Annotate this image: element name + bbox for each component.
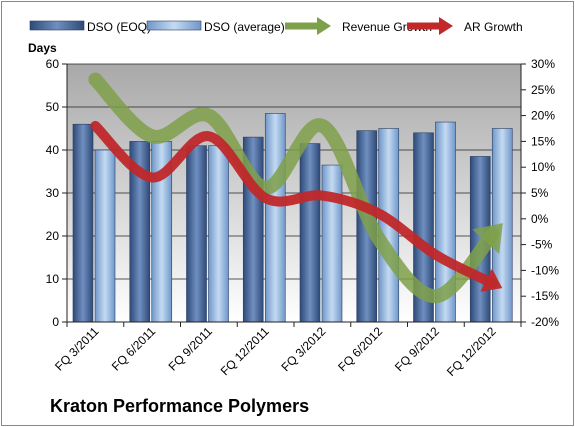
bar bbox=[321, 164, 343, 323]
y-right-tick-label: 20% bbox=[531, 109, 555, 123]
y-right-tick-label: -20% bbox=[531, 315, 559, 329]
y-left-tick-label: 50 bbox=[46, 100, 60, 114]
y-right-tick-label: -10% bbox=[531, 263, 559, 277]
y-right-tick-label: 5% bbox=[531, 186, 549, 200]
y-left-tick-label: 10 bbox=[46, 272, 60, 286]
x-tick-label: FQ 12/2012 bbox=[444, 324, 499, 379]
legend-label: DSO (EOQ) bbox=[87, 20, 151, 34]
bar bbox=[94, 149, 116, 323]
x-tick-label: FQ 6/2011 bbox=[109, 324, 159, 374]
bar bbox=[208, 145, 229, 323]
legend-swatch bbox=[29, 20, 85, 31]
series-line bbox=[90, 120, 498, 289]
y-right-tick-label: 30% bbox=[531, 57, 555, 71]
legend-label: DSO (average) bbox=[204, 20, 285, 34]
y-right-tick-label: 25% bbox=[531, 83, 555, 97]
series-arrowhead bbox=[472, 223, 503, 255]
x-tick-label: FQ 3/2012 bbox=[279, 324, 329, 374]
y-left-tick-label: 0 bbox=[52, 315, 59, 329]
y-left-tick-label: 40 bbox=[46, 143, 60, 157]
y-right-tick-label: -5% bbox=[531, 238, 553, 252]
y-right-tick-label: 10% bbox=[531, 160, 555, 174]
y-left-tick-label: 20 bbox=[46, 229, 60, 243]
y-left-tick-label: 60 bbox=[46, 57, 60, 71]
legend-swatch bbox=[146, 20, 202, 31]
series-line bbox=[88, 72, 500, 304]
y-right-tick-label: 0% bbox=[531, 212, 549, 226]
legend: DSO (EOQ) DSO (average) Revenue Growth AR G… bbox=[29, 17, 523, 35]
x-tick-label: FQ 9/2011 bbox=[166, 324, 216, 374]
bar-series bbox=[72, 113, 513, 323]
y-right-tick-label: 15% bbox=[531, 134, 555, 148]
x-tick-label: FQ 12/2011 bbox=[218, 324, 272, 378]
legend-label: AR Growth bbox=[464, 20, 523, 34]
legend-swatch-arrow bbox=[439, 17, 453, 35]
y-axis-label: Days bbox=[28, 41, 57, 55]
chart-subtitle: Kraton Performance Polymers bbox=[50, 396, 309, 416]
y-left-tick-label: 30 bbox=[46, 186, 60, 200]
x-tick-label: FQ 9/2012 bbox=[392, 324, 442, 374]
bar bbox=[186, 145, 207, 323]
bar bbox=[72, 123, 94, 323]
x-tick-label: FQ 6/2012 bbox=[335, 324, 385, 374]
bar bbox=[264, 113, 286, 323]
bar bbox=[299, 143, 321, 323]
x-tick-label: FQ 3/2011 bbox=[52, 324, 102, 374]
series-arrowhead bbox=[480, 268, 503, 292]
y-right-tick-label: -15% bbox=[531, 289, 559, 303]
line-series bbox=[88, 72, 503, 304]
legend-swatch-arrow bbox=[317, 17, 331, 35]
